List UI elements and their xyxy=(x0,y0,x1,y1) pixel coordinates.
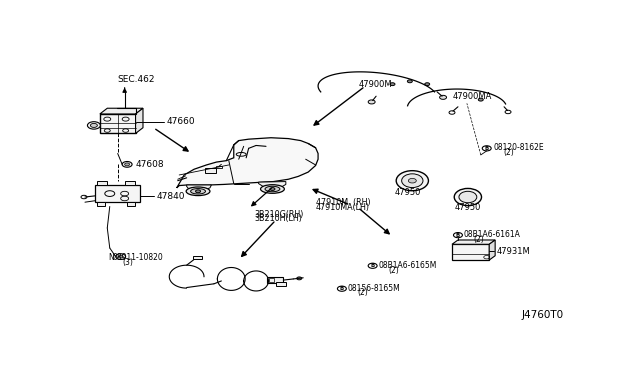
Text: (2): (2) xyxy=(503,148,514,157)
Bar xyxy=(127,202,134,206)
Polygon shape xyxy=(136,108,143,134)
Text: 3B210G(RH): 3B210G(RH) xyxy=(255,210,304,219)
Text: 47608: 47608 xyxy=(136,160,164,169)
Ellipse shape xyxy=(260,185,284,193)
Bar xyxy=(193,256,202,260)
Polygon shape xyxy=(177,138,318,188)
Bar xyxy=(100,114,136,134)
Text: 3B210H(LH): 3B210H(LH) xyxy=(255,214,303,223)
Text: 47840: 47840 xyxy=(157,192,186,201)
Circle shape xyxy=(408,80,412,83)
Circle shape xyxy=(270,187,275,190)
Polygon shape xyxy=(489,240,495,260)
Text: (3): (3) xyxy=(122,257,133,267)
Bar xyxy=(276,282,286,286)
Circle shape xyxy=(478,98,483,101)
Polygon shape xyxy=(187,185,211,190)
Text: B: B xyxy=(484,146,489,151)
Bar xyxy=(95,185,140,202)
Circle shape xyxy=(408,179,416,183)
Text: 47950: 47950 xyxy=(454,203,481,212)
Ellipse shape xyxy=(402,174,423,187)
Bar xyxy=(97,181,108,185)
Text: J4760T0: J4760T0 xyxy=(522,310,564,320)
Ellipse shape xyxy=(186,187,210,196)
Polygon shape xyxy=(452,240,495,244)
Text: 08B1A6-6161A: 08B1A6-6161A xyxy=(463,230,520,239)
Text: B: B xyxy=(456,232,460,238)
Circle shape xyxy=(196,190,200,193)
Text: 47660: 47660 xyxy=(167,118,195,126)
Text: 47950: 47950 xyxy=(395,187,421,197)
Text: 08911-10820: 08911-10820 xyxy=(112,253,163,262)
Text: 47910M  (RH): 47910M (RH) xyxy=(316,198,370,207)
Circle shape xyxy=(122,161,132,167)
Text: 47900MA: 47900MA xyxy=(453,92,492,101)
Ellipse shape xyxy=(396,171,428,191)
Circle shape xyxy=(440,95,447,99)
Polygon shape xyxy=(259,182,286,188)
Bar xyxy=(125,181,134,185)
Text: (2): (2) xyxy=(474,235,484,244)
Ellipse shape xyxy=(459,191,477,203)
Ellipse shape xyxy=(191,189,205,194)
Circle shape xyxy=(125,163,129,166)
Circle shape xyxy=(88,122,100,129)
Text: 08B1A6-6165M: 08B1A6-6165M xyxy=(379,261,437,270)
Circle shape xyxy=(368,100,375,104)
Text: 08120-8162E: 08120-8162E xyxy=(493,143,544,152)
Bar xyxy=(205,168,216,173)
Text: 47910MA(LH): 47910MA(LH) xyxy=(316,203,370,212)
Text: N: N xyxy=(108,253,113,262)
Text: SEC.462: SEC.462 xyxy=(117,74,155,83)
Text: B: B xyxy=(340,286,344,291)
Text: 47900M: 47900M xyxy=(359,80,392,89)
Ellipse shape xyxy=(265,186,280,192)
Circle shape xyxy=(425,83,429,86)
Bar xyxy=(452,244,489,260)
Circle shape xyxy=(390,83,395,86)
Circle shape xyxy=(118,255,123,258)
Text: B: B xyxy=(371,263,375,268)
Bar xyxy=(268,277,284,283)
Text: 08156-8165M: 08156-8165M xyxy=(348,283,401,293)
Text: (2): (2) xyxy=(388,266,399,275)
Polygon shape xyxy=(100,108,143,114)
Circle shape xyxy=(90,124,97,128)
Ellipse shape xyxy=(454,189,481,206)
Bar xyxy=(97,202,105,206)
Bar xyxy=(216,166,222,168)
Text: (2): (2) xyxy=(358,288,369,298)
Text: 47931M: 47931M xyxy=(497,247,531,256)
Bar xyxy=(269,278,275,282)
Circle shape xyxy=(297,277,301,280)
